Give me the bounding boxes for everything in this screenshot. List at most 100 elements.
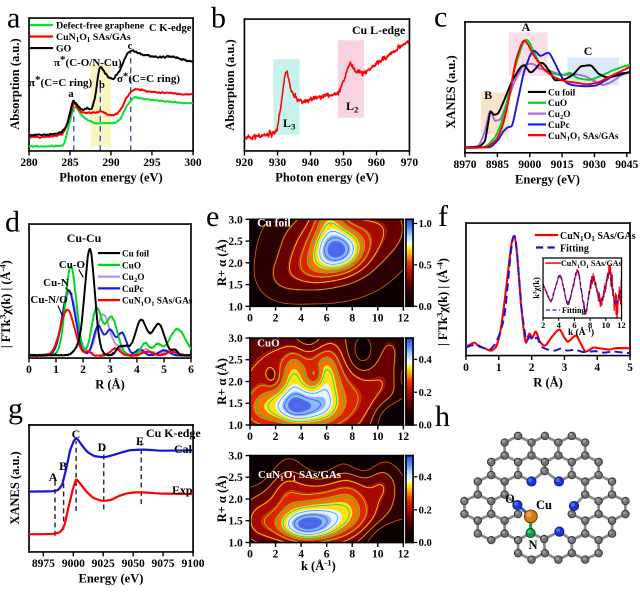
svg-text:R+ α (Å): R+ α (Å) [215,476,229,523]
svg-text:0.5: 0.5 [419,260,432,271]
svg-text:Defect-free graphene: Defect-free graphene [56,20,145,31]
svg-text:*: * [60,54,66,66]
svg-text:CuN: CuN [560,231,581,242]
svg-text:-4: -4 [0,264,8,272]
svg-text:π: π [54,57,60,69]
svg-text:1.0: 1.0 [228,538,243,550]
svg-text:C: C [72,427,81,441]
svg-text:1: 1 [567,136,570,143]
svg-text:3: 3 [0,314,8,319]
svg-text:Cu foil: Cu foil [257,218,291,230]
svg-text:1.0: 1.0 [419,219,432,230]
svg-text:12: 12 [398,549,410,561]
svg-text:5: 5 [161,364,167,376]
svg-text:1: 1 [577,136,580,143]
svg-text:Absorption (a.u.): Absorption (a.u.) [223,39,237,130]
svg-text:940: 940 [302,157,320,169]
svg-text:CuPc: CuPc [122,285,144,295]
svg-text:1: 1 [87,37,91,44]
svg-text:8: 8 [349,431,355,443]
svg-text:Energy (eV): Energy (eV) [79,572,144,586]
svg-text:0.4: 0.4 [419,355,433,366]
svg-text:1: 1 [151,301,154,308]
svg-text:0.0: 0.0 [419,538,432,549]
svg-text:-4: -4 [435,262,445,270]
svg-text:-1: -1 [324,558,331,568]
svg-text:6: 6 [324,313,330,325]
svg-text:*: * [35,74,41,86]
svg-text:1: 1 [496,362,502,374]
svg-text:a: a [7,1,20,34]
svg-text:9000: 9000 [518,159,541,171]
svg-text:4: 4 [134,364,140,376]
svg-text:O: O [580,259,586,268]
svg-text:χ(k) | (Å: χ(k) | (Å [0,271,13,315]
svg-text:A: A [522,20,531,34]
svg-text:1: 1 [280,473,284,482]
svg-text:1.0: 1.0 [228,301,243,313]
svg-text:2: 2 [529,362,535,374]
svg-text:| FTk: | FTk [0,319,13,348]
svg-text:SAs/GAs: SAs/GAs [90,32,130,43]
svg-text:Photon energy (eV): Photon energy (eV) [59,171,162,185]
svg-text:O: O [79,32,87,43]
svg-text:8: 8 [349,313,355,325]
svg-text:O: O [137,273,144,283]
svg-text:1: 1 [591,235,595,243]
svg-text:Cal: Cal [174,442,193,456]
svg-text:Fitting: Fitting [562,306,587,315]
svg-text:R+ α (Å): R+ α (Å) [215,358,229,405]
svg-text:O: O [505,492,515,506]
svg-text:σ: σ [117,73,123,85]
svg-text:0: 0 [247,313,253,325]
svg-text:295: 295 [143,157,161,169]
svg-text:): ) [436,258,450,262]
svg-text:f: f [438,200,448,233]
svg-text:A: A [49,470,58,484]
svg-text:CuN: CuN [548,132,567,142]
svg-text:285: 285 [61,157,79,169]
svg-text:e: e [206,200,219,233]
svg-text:3: 3 [435,312,445,317]
svg-text:8: 8 [588,320,592,330]
svg-text:0.2: 0.2 [419,505,432,516]
svg-text:8: 8 [349,549,355,561]
svg-text:3.0: 3.0 [228,214,243,226]
svg-text:Energy (eV): Energy (eV) [515,172,580,186]
svg-text:L: L [346,99,354,113]
svg-text:6: 6 [572,320,576,330]
svg-text:290: 290 [102,157,120,169]
svg-text:2: 2 [541,320,545,330]
svg-text:1: 1 [76,37,80,44]
svg-text:D: D [98,440,107,454]
svg-text:π: π [29,77,35,89]
svg-text:1: 1 [53,364,59,376]
svg-text:XANES (a.u.): XANES (a.u.) [8,451,22,524]
svg-text:1.5: 1.5 [228,279,243,291]
svg-text:930: 930 [269,157,287,169]
svg-text:2: 2 [273,549,279,561]
svg-text:10: 10 [372,549,384,561]
svg-text:Cu: Cu [122,273,134,283]
svg-text:2: 2 [80,364,86,376]
svg-text:2: 2 [354,106,358,115]
svg-text:1: 1 [580,235,584,243]
svg-text:1: 1 [577,264,580,270]
svg-text:3.0: 3.0 [228,450,243,462]
svg-text:10: 10 [372,313,384,325]
svg-text:1.5: 1.5 [228,398,243,410]
svg-text:R+ α (Å): R+ α (Å) [215,239,229,286]
svg-text:0: 0 [247,549,253,561]
svg-text:3: 3 [291,123,295,132]
svg-text:0: 0 [247,431,253,443]
svg-text:2: 2 [134,277,137,284]
svg-text:5: 5 [627,362,633,374]
svg-text:CuN: CuN [258,469,280,481]
svg-text:6: 6 [188,364,194,376]
svg-text:8975: 8975 [32,558,55,570]
svg-text:(C-O/N-Cu): (C-O/N-Cu) [66,57,122,69]
svg-text:Cu foil: Cu foil [122,250,150,260]
svg-text:O: O [144,297,151,307]
svg-text:B: B [484,88,492,102]
svg-text:960: 960 [368,157,386,169]
